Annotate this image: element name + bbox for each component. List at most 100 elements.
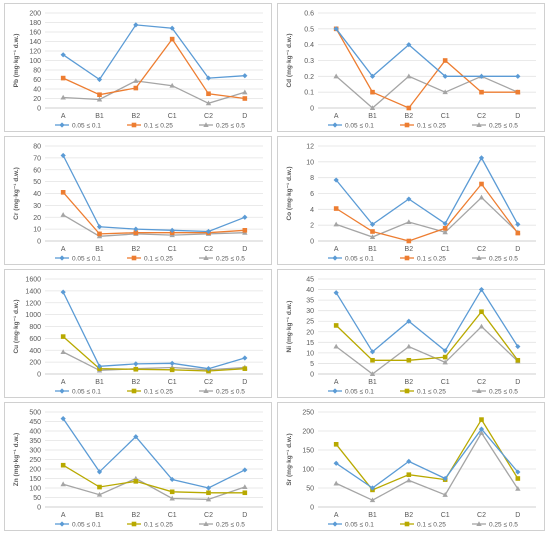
y-tick-label: 500 [29, 410, 41, 417]
y-tick-label: 20 [33, 215, 41, 222]
x-tick-label: C1 [441, 246, 450, 253]
series-line [62, 351, 245, 372]
legend-label: 0.1 ≤ 0.25 [144, 256, 173, 263]
data-point [370, 89, 375, 95]
data-point [205, 366, 212, 372]
data-point [133, 366, 139, 372]
gridlines [318, 411, 536, 508]
data-point [60, 349, 66, 355]
legend-marker [404, 122, 410, 128]
chart-panel-ni: 0 5 10 15 20 25 30 35 40 45 A B1 B2 C1 C2 D Ni (mg·kg⁻¹ … [277, 269, 545, 398]
y-tick-label: 0 [37, 372, 41, 379]
data-point [169, 495, 175, 501]
data-point [333, 442, 339, 447]
data-point [205, 496, 212, 502]
legend-label: 0.1 ≤ 0.25 [417, 123, 446, 130]
y-tick-label: 250 [29, 457, 41, 464]
series-line [62, 37, 245, 100]
y-tick-label: 35 [306, 298, 314, 305]
legend-marker [332, 255, 338, 261]
y-tick-label: 50 [33, 179, 41, 186]
y-tick-label: 0.3 [304, 58, 314, 65]
data-point [442, 89, 448, 95]
series-3 [333, 194, 521, 240]
data-point [515, 73, 521, 79]
series-3 [60, 78, 248, 106]
data-point [242, 73, 248, 79]
data-point [479, 309, 484, 315]
x-tick-label: A [334, 113, 339, 120]
y-axis-label: Zn (mg·kg⁻¹ d.w.) [13, 433, 20, 486]
gridlines [318, 278, 536, 375]
series-line [63, 80, 245, 104]
data-point [96, 491, 103, 497]
series-line [62, 24, 245, 81]
series-3 [60, 475, 248, 502]
y-tick-label: 0.2 [304, 74, 314, 81]
data-point [478, 323, 485, 329]
y-tick-label: 1600 [25, 277, 41, 284]
data-point [442, 229, 448, 235]
legend-label: 0.1 ≤ 0.25 [417, 389, 446, 396]
data-point [478, 286, 485, 293]
data-point [369, 349, 376, 355]
legend-label: 0.25 ≤ 0.5 [216, 256, 245, 263]
series-line [335, 28, 518, 78]
legend-label: 0.1 ≤ 0.25 [417, 522, 446, 529]
legend: 0.05 ≤ 0.1 0.1 ≤ 0.25 0.25 ≤ 0.5 [55, 122, 245, 130]
data-point [96, 96, 103, 102]
x-tick-label: A [334, 512, 339, 519]
data-point [60, 94, 66, 100]
legend-marker [404, 521, 410, 527]
legend-marker [332, 388, 338, 394]
x-tick-label: C1 [168, 113, 177, 120]
x-tick-label: C1 [168, 512, 177, 519]
x-tick-label: A [61, 246, 66, 253]
series-line [335, 428, 519, 489]
legend-marker [131, 388, 137, 394]
legend-label: 0.25 ≤ 0.5 [489, 522, 518, 529]
x-tick-label: D [515, 246, 520, 253]
x-tick-label: D [242, 512, 247, 519]
x-tick-label: B2 [405, 113, 414, 120]
data-point [442, 475, 448, 482]
x-tick-label: B2 [405, 512, 414, 519]
data-point [515, 476, 521, 481]
y-axis-label: Cr (mg·kg⁻¹ d.w.) [13, 167, 20, 220]
legend-marker [404, 388, 410, 394]
legend-label: 0.05 ≤ 0.1 [72, 522, 101, 529]
data-point [478, 73, 485, 79]
y-tick-label: 10 [33, 227, 41, 234]
series-line [62, 291, 245, 370]
chart-panel-pb: 0 20 40 60 80 100 120 140 160 180 200 A B1 B2 C1 C2 D Pb … [4, 3, 272, 132]
series-1 [333, 26, 521, 79]
series-line [335, 196, 519, 238]
data-point [133, 78, 139, 83]
data-point [370, 357, 375, 363]
y-tick-label: 0 [310, 505, 314, 512]
legend-marker [59, 521, 65, 527]
series-line [335, 325, 519, 375]
series-3 [333, 430, 521, 503]
data-point [133, 230, 139, 235]
data-point [60, 212, 66, 217]
data-point [478, 430, 485, 435]
data-point [169, 227, 175, 233]
y-tick-label: 1000 [25, 312, 41, 319]
data-point [96, 224, 103, 230]
x-tick-label: B1 [368, 246, 377, 253]
y-tick-label: 0 [310, 239, 314, 246]
y-tick-label: 400 [29, 429, 41, 436]
x-tick-label: A [334, 246, 339, 253]
data-point [242, 89, 248, 95]
y-tick-label: 250 [302, 410, 314, 417]
data-point [205, 100, 212, 106]
legend-marker [59, 122, 65, 128]
legend-marker [59, 255, 65, 261]
x-tick-label: B2 [132, 379, 141, 386]
legend-marker [131, 521, 137, 527]
series-line [62, 191, 245, 235]
legend-label: 0.05 ≤ 0.1 [345, 389, 374, 396]
y-tick-label: 10 [306, 159, 314, 166]
series-line [335, 310, 519, 361]
